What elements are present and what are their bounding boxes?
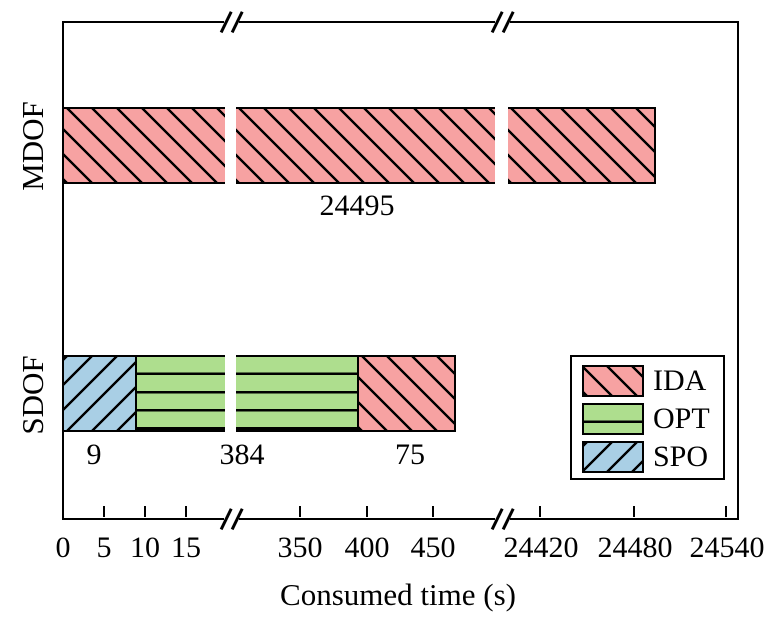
bar-mdof-ida-segment bbox=[62, 107, 225, 184]
legend-swatch-opt bbox=[582, 402, 644, 435]
x-tick-mark bbox=[366, 506, 369, 517]
x-tick-mark bbox=[432, 506, 435, 517]
x-tick-mark bbox=[633, 506, 636, 517]
bar-sdof-ida-segment bbox=[357, 355, 456, 432]
value-label-sdof-spo: 9 bbox=[86, 438, 102, 471]
legend-entry-opt: OPT bbox=[582, 402, 723, 435]
bar-sdof-spo-segment bbox=[62, 355, 137, 432]
x-tick-label: 350 bbox=[277, 531, 323, 564]
bar-mdof-ida-segment bbox=[508, 107, 656, 184]
x-tick-mark bbox=[539, 506, 542, 517]
x-tick-label: 450 bbox=[410, 531, 456, 564]
x-tick-label: 15 bbox=[171, 531, 201, 564]
x-tick-mark bbox=[725, 506, 728, 517]
legend-label: SPO bbox=[653, 439, 709, 473]
x-tick-label: 24480 bbox=[597, 531, 673, 564]
x-axis-title: Consumed time (s) bbox=[280, 577, 516, 612]
legend-label: IDA bbox=[653, 363, 707, 397]
x-tick-label: 0 bbox=[55, 531, 71, 564]
legend-swatch-ida bbox=[582, 364, 644, 397]
x-tick-mark bbox=[185, 506, 188, 517]
x-tick-label: 24540 bbox=[689, 531, 765, 564]
x-tick-label: 10 bbox=[130, 531, 160, 564]
legend-entry-ida: IDA bbox=[582, 364, 723, 397]
bar-sdof-opt-segment bbox=[137, 355, 225, 432]
x-tick-label: 5 bbox=[96, 531, 112, 564]
value-label-mdof-ida: 24495 bbox=[319, 189, 395, 222]
x-tick-label: 400 bbox=[344, 531, 390, 564]
bar-mdof-ida-segment bbox=[236, 107, 495, 184]
x-tick-label: 24420 bbox=[503, 531, 579, 564]
x-tick-mark bbox=[299, 506, 302, 517]
legend: IDA OPT SPO bbox=[570, 355, 725, 480]
x-tick-mark bbox=[103, 506, 106, 517]
x-tick-mark bbox=[144, 506, 147, 517]
category-label-mdof: MDOF bbox=[15, 101, 50, 191]
legend-label: OPT bbox=[653, 401, 710, 435]
bar-sdof-opt-segment bbox=[236, 355, 357, 432]
legend-swatch-spo bbox=[582, 440, 644, 473]
category-label-sdof: SDOF bbox=[15, 355, 50, 435]
value-label-sdof-ida: 75 bbox=[395, 438, 425, 471]
legend-entry-spo: SPO bbox=[582, 440, 723, 473]
value-label-sdof-opt: 384 bbox=[219, 438, 265, 471]
